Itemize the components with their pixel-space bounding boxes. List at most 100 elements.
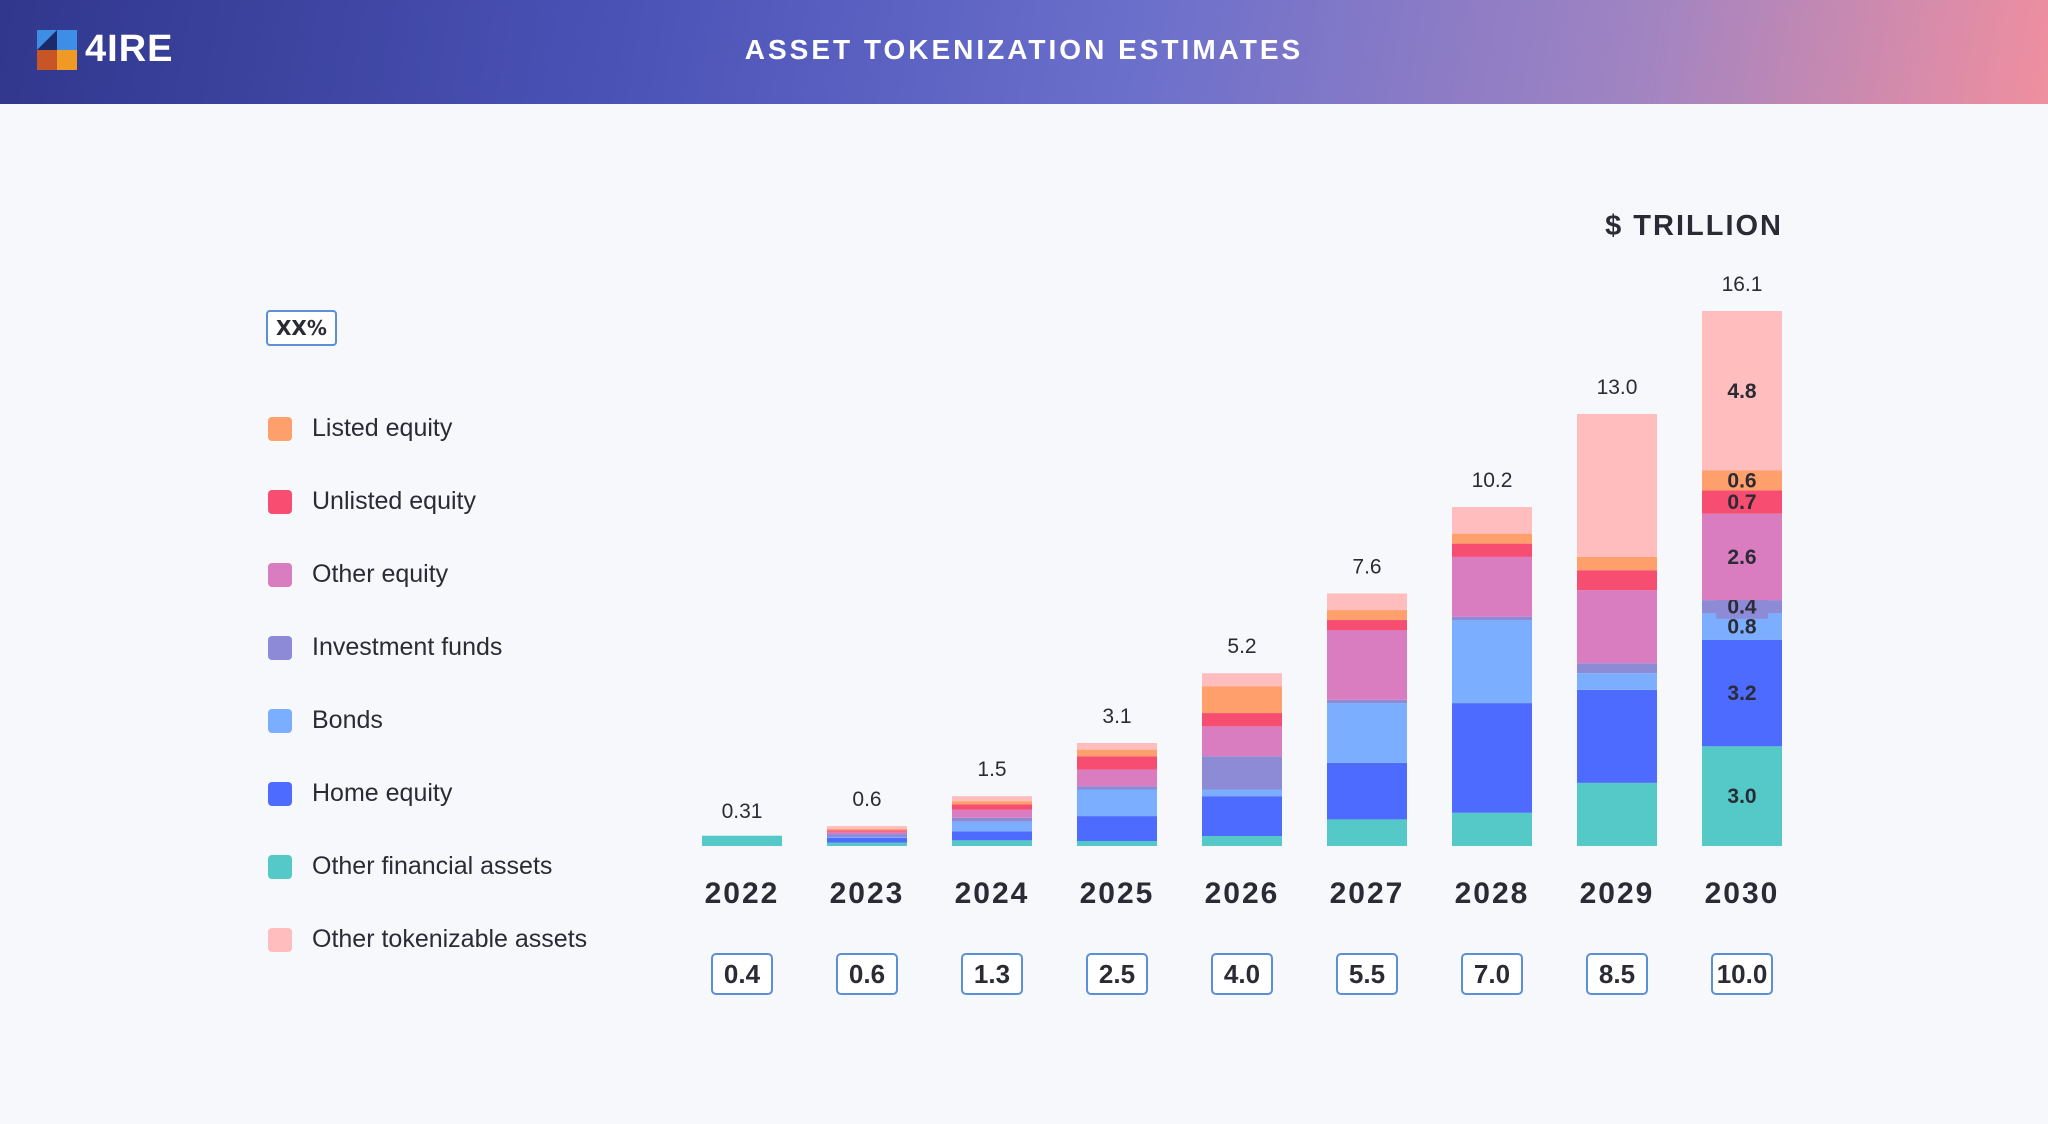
bar-total-label: 3.1 [1102, 705, 1131, 728]
percent-badge-value: 2.5 [1099, 959, 1135, 989]
legend-swatch [268, 416, 292, 441]
bar-segment [1202, 836, 1282, 846]
bar-segment [1702, 513, 1782, 601]
bar-segment [1077, 841, 1157, 846]
bar-segment [1077, 756, 1157, 770]
legend-swatch [268, 927, 292, 952]
logo-text: 4IRE [85, 28, 174, 70]
bar-segment [827, 826, 907, 829]
legend-label: Unlisted equity [312, 487, 476, 515]
x-tick-label: 2024 [955, 877, 1030, 910]
percent-badge-value: 4.0 [1224, 959, 1260, 989]
percent-badge [1586, 953, 1648, 995]
bar-segment [952, 796, 1032, 802]
percent-badge [1211, 953, 1273, 995]
bar-segment [1077, 769, 1157, 787]
bar-segment [952, 840, 1032, 846]
legend-item: Other equity [266, 538, 587, 611]
percent-badge [1086, 953, 1148, 995]
bar-segment [1327, 819, 1407, 846]
legend-item: Home equity [266, 757, 587, 830]
legend-swatch [268, 489, 292, 514]
bar-segment [1577, 556, 1657, 571]
bar-segment [1702, 746, 1782, 846]
legend-label: Bonds [312, 706, 383, 734]
bar-segment [1077, 786, 1157, 790]
bar-segment [1327, 762, 1407, 820]
bar-segment [1702, 639, 1782, 747]
x-tick-label: 2027 [1330, 877, 1405, 910]
segment-label: 2.6 [1727, 546, 1756, 569]
percent-badge-legend: XX% [266, 310, 337, 346]
legend-item: Other tokenizable assets [266, 903, 587, 976]
x-tick-label: 2028 [1455, 877, 1530, 910]
bar-segment [1452, 507, 1532, 534]
percent-badge [711, 953, 773, 995]
bar-segment [1702, 311, 1782, 471]
bar-total-label: 1.5 [977, 758, 1006, 781]
percent-badge [1336, 953, 1398, 995]
bar-segment [1577, 663, 1657, 674]
bar-total-label: 16.1 [1722, 273, 1763, 296]
bar-segment [1702, 470, 1782, 491]
segment-label: 4.8 [1727, 380, 1757, 403]
bar-segment [827, 837, 907, 839]
percent-badge-value: 0.4 [724, 959, 761, 989]
segment-label: 0.8 [1727, 616, 1757, 639]
bar-segment [1577, 673, 1657, 690]
bar-segment [1077, 749, 1157, 757]
bar-segment [1202, 713, 1282, 727]
segment-label: 3.0 [1727, 785, 1756, 808]
percent-badge-value: 10.0 [1717, 959, 1768, 989]
bar-segment [1327, 699, 1407, 704]
x-tick-label: 2029 [1580, 877, 1655, 910]
percent-badge-value: 5.5 [1349, 959, 1385, 989]
bar-segment [1577, 414, 1657, 557]
bar-segment [1202, 796, 1282, 837]
segment-label-box [1716, 594, 1768, 619]
legend-item: Other financial assets [266, 830, 587, 903]
bar-segment [1327, 630, 1407, 700]
legend-swatch [268, 708, 292, 733]
bar-segment [1327, 620, 1407, 631]
legend-label: Other financial assets [312, 852, 553, 880]
bar-segment [1202, 789, 1282, 797]
bar-segment [1077, 816, 1157, 842]
bar-segment [1452, 556, 1532, 617]
legend-swatch [268, 562, 292, 587]
legend-item: Unlisted equity [266, 465, 587, 538]
percent-badge-value: 8.5 [1599, 959, 1635, 989]
legend-label: Listed equity [312, 414, 453, 442]
percent-badge-value: 7.0 [1474, 959, 1510, 989]
bar-segment [952, 809, 1032, 818]
bar-segment [1577, 590, 1657, 664]
header-banner: 4IRE ASSET TOKENIZATION ESTIMATES [0, 0, 2048, 104]
x-tick-label: 2026 [1205, 877, 1280, 910]
bar-segment [952, 804, 1032, 810]
legend-swatch [268, 854, 292, 879]
logo: 4IRE [37, 28, 173, 71]
bar-segment [827, 828, 907, 831]
logo-mark-icon [37, 29, 77, 70]
bar-segment [1577, 689, 1657, 783]
percent-badge [1461, 953, 1523, 995]
bar-segment [1077, 789, 1157, 817]
bar-total-label: 0.31 [722, 800, 763, 823]
bar-segment [1702, 490, 1782, 514]
bar-segment [1452, 620, 1532, 704]
page-title: ASSET TOKENIZATION ESTIMATES [744, 34, 1304, 65]
bar-segment [1327, 703, 1407, 763]
percent-badge [1711, 953, 1773, 995]
legend-swatch [268, 635, 292, 660]
segment-label: 0.4 [1727, 596, 1757, 619]
bar-segment [827, 834, 907, 838]
legend-label: Investment funds [312, 633, 503, 661]
bar-segment [1327, 593, 1407, 611]
bar-total-label: 13.0 [1597, 376, 1638, 399]
legend-swatch [268, 781, 292, 806]
bar-total-label: 0.6 [852, 788, 881, 811]
bar-segment [1202, 686, 1282, 714]
bar-total-label: 5.2 [1227, 635, 1256, 658]
bar-segment [827, 842, 907, 846]
x-tick-label: 2022 [705, 877, 780, 910]
